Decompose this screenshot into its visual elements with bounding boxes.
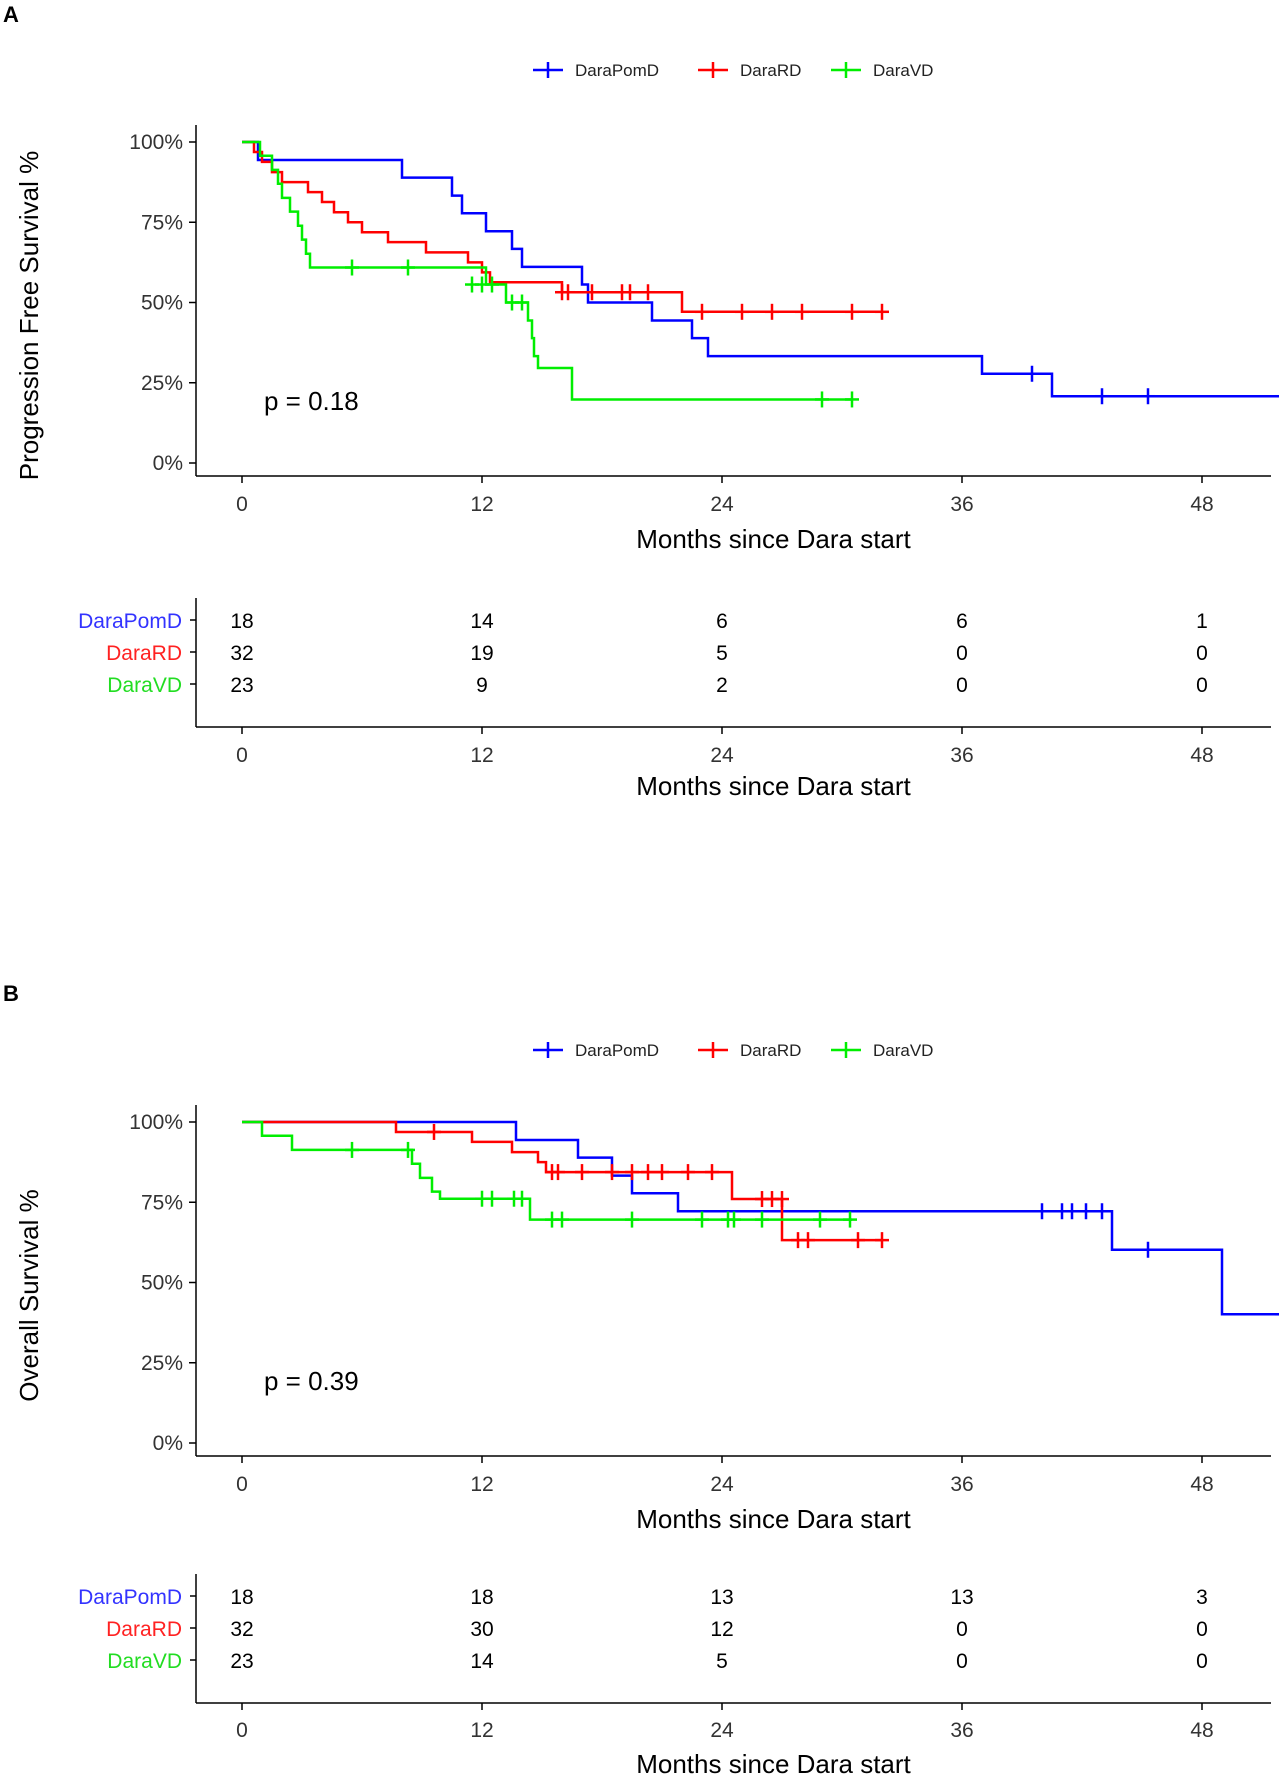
x-tick-label: 0	[236, 1473, 248, 1496]
risk-x-tick-label: 36	[950, 744, 973, 767]
risk-count: 18	[230, 610, 253, 633]
risk-count: 0	[1196, 1650, 1208, 1673]
y-tick-label: 25%	[141, 372, 183, 395]
legend-a: DaraPomD DaraRD DaraVD	[533, 61, 933, 80]
risk-count: 23	[230, 1650, 253, 1673]
risk-count: 19	[470, 642, 493, 665]
risk-x-tick-label: 12	[470, 744, 493, 767]
risk-count: 13	[710, 1586, 733, 1609]
risk-x-tick-label: 36	[950, 1719, 973, 1742]
risk-count: 0	[956, 1650, 968, 1673]
risk-strata-label-daravd: DaraVD	[107, 674, 182, 697]
risk-count: 13	[950, 1586, 973, 1609]
legend-label-darapomd: DaraPomD	[575, 61, 659, 80]
risk-count: 14	[470, 610, 494, 633]
x-tick-label: 0	[236, 493, 248, 516]
risk-x-tick-label: 48	[1190, 1719, 1213, 1742]
risk-x-tick-label: 0	[236, 744, 248, 767]
km-curve-darapomd	[242, 140, 1279, 398]
risk-count: 32	[230, 1618, 253, 1641]
legend-label-darard: DaraRD	[740, 1041, 801, 1060]
risk-count: 0	[1196, 642, 1208, 665]
risk-count: 0	[1196, 674, 1208, 697]
risk-count: 0	[1196, 1618, 1208, 1641]
risk-table-b: DaraPomD 18 18 13 13 3 DaraRD 32 30 12 0 0 DaraVD 23 1…	[78, 1574, 1271, 1779]
y-tick-label: 50%	[141, 292, 183, 315]
risk-count: 9	[476, 674, 488, 697]
y-tick-label: 100%	[129, 131, 183, 154]
risk-x-tick-label: 12	[470, 1719, 493, 1742]
x-tick-label: 12	[470, 493, 493, 516]
risk-count: 5	[716, 642, 728, 665]
km-plot-b: 0% 25% 50% 75% 100% 0 12 24 36 48 Months since Dar…	[14, 1105, 1279, 1534]
risk-count: 5	[716, 1650, 728, 1673]
risk-count: 3	[1196, 1586, 1208, 1609]
p-value-label: p = 0.39	[264, 1366, 359, 1396]
risk-strata-label-darard: DaraRD	[106, 642, 182, 665]
y-tick-label: 0%	[153, 452, 183, 475]
risk-table-a: DaraPomD 18 14 6 6 1 DaraRD 32 19 5 0 0 DaraVD 23 9 2 0 0…	[78, 598, 1271, 801]
legend-label-daravd: DaraVD	[873, 1041, 933, 1060]
y-tick-label: 100%	[129, 1111, 183, 1134]
y-tick-label: 25%	[141, 1352, 183, 1375]
panel-label-b: B	[3, 981, 19, 1006]
risk-x-tick-label: 48	[1190, 744, 1213, 767]
risk-x-tick-label: 24	[710, 744, 734, 767]
risk-strata-label-darard: DaraRD	[106, 1618, 182, 1641]
km-curve-daravd	[242, 140, 852, 401]
risk-count: 6	[956, 610, 968, 633]
risk-count: 6	[716, 610, 728, 633]
legend-label-daravd: DaraVD	[873, 61, 933, 80]
risk-count: 2	[716, 674, 728, 697]
risk-x-tick-label: 24	[710, 1719, 734, 1742]
risk-count: 1	[1196, 610, 1208, 633]
risk-count: 23	[230, 674, 253, 697]
x-tick-label: 48	[1190, 493, 1213, 516]
panel-label-a: A	[3, 2, 19, 27]
legend-label-darapomd: DaraPomD	[575, 1041, 659, 1060]
y-tick-label: 75%	[141, 211, 183, 234]
risk-x-axis-title: Months since Dara start	[636, 771, 911, 801]
y-axis-title: Progression Free Survival %	[14, 151, 44, 480]
risk-count: 0	[956, 1618, 968, 1641]
x-tick-label: 36	[950, 1473, 973, 1496]
y-tick-label: 75%	[141, 1191, 183, 1214]
x-tick-label: 24	[710, 1473, 734, 1496]
risk-count: 18	[230, 1586, 253, 1609]
risk-count: 0	[956, 674, 968, 697]
km-curve-darapomd	[242, 1120, 1279, 1316]
x-axis-title: Months since Dara start	[636, 1504, 911, 1534]
y-axis-title: Overall Survival %	[14, 1189, 44, 1401]
panel-a: A DaraPomD DaraRD DaraVD 0% 25% 50% 75% 100% 0 1…	[3, 2, 1279, 801]
risk-count: 30	[470, 1618, 493, 1641]
risk-strata-label-darapomd: DaraPomD	[78, 1586, 182, 1609]
panel-b: B DaraPomD DaraRD DaraVD 0% 25% 50% 75% 100% 0 1…	[3, 981, 1279, 1779]
legend-b: DaraPomD DaraRD DaraVD	[533, 1041, 933, 1060]
p-value-label: p = 0.18	[264, 386, 359, 416]
risk-count: 18	[470, 1586, 493, 1609]
risk-count: 0	[956, 642, 968, 665]
y-tick-label: 50%	[141, 1272, 183, 1295]
km-plot-a: 0% 25% 50% 75% 100% 0 12 24 36 48 Months since Dar…	[14, 125, 1279, 554]
risk-x-axis-title: Months since Dara start	[636, 1749, 911, 1779]
x-tick-label: 24	[710, 493, 734, 516]
risk-count: 12	[710, 1618, 733, 1641]
x-tick-label: 12	[470, 1473, 493, 1496]
x-tick-label: 36	[950, 493, 973, 516]
y-tick-label: 0%	[153, 1432, 183, 1455]
risk-strata-label-daravd: DaraVD	[107, 1650, 182, 1673]
risk-x-tick-label: 0	[236, 1719, 248, 1742]
x-tick-label: 48	[1190, 1473, 1213, 1496]
risk-strata-label-darapomd: DaraPomD	[78, 610, 182, 633]
risk-count: 14	[470, 1650, 494, 1673]
legend-label-darard: DaraRD	[740, 61, 801, 80]
x-axis-title: Months since Dara start	[636, 524, 911, 554]
risk-count: 32	[230, 642, 253, 665]
